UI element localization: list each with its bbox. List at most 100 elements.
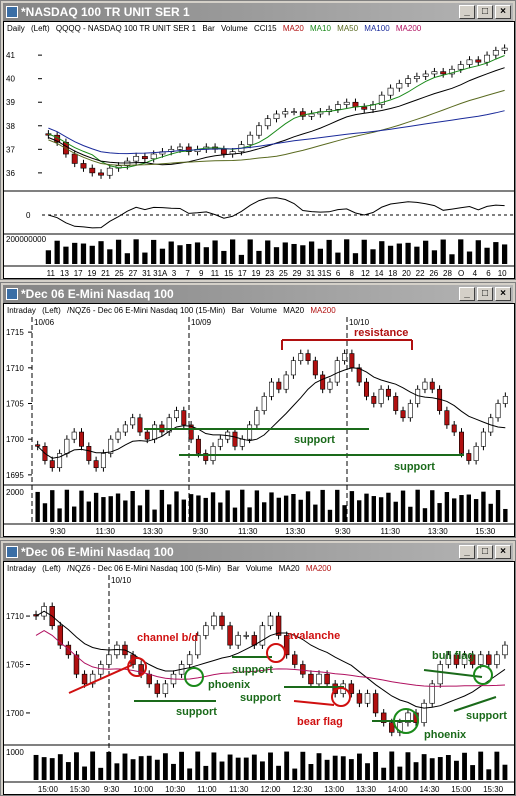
volume-bar xyxy=(305,491,311,522)
volume-bar xyxy=(145,489,150,522)
channel-line xyxy=(68,664,133,694)
volume-bar xyxy=(115,493,121,522)
close-button[interactable]: × xyxy=(495,545,511,559)
window-titlebar[interactable]: *NASDAQ 100 TR UNIT SER 1 _ □ × xyxy=(3,3,513,21)
volume-bar xyxy=(203,497,208,522)
window-titlebar[interactable]: *Dec 06 E-Mini Nasdaq 100 _ □ × xyxy=(3,543,513,561)
volume-bar xyxy=(466,494,471,522)
volume-bar xyxy=(320,489,325,522)
window-titlebar[interactable]: *Dec 06 E-Mini Nasdaq 100 _ □ × xyxy=(3,285,513,303)
candle-body xyxy=(364,693,371,704)
axis-label: (Left) xyxy=(42,306,61,315)
x-tick-label: 13:30 xyxy=(428,527,449,536)
x-tick-label: 20 xyxy=(402,269,411,278)
x-tick-label: 28 xyxy=(443,269,452,278)
volume-bar xyxy=(57,754,63,780)
candle-body xyxy=(453,654,460,665)
x-tick-label: 11:30 xyxy=(229,785,249,794)
candle-body xyxy=(247,424,253,440)
volume-bar xyxy=(300,751,306,780)
ma10-legend: MA10 xyxy=(310,24,331,33)
volume-bar xyxy=(74,752,79,780)
candle-body xyxy=(108,438,114,454)
candle-body xyxy=(211,615,217,627)
volume-bar xyxy=(107,249,113,264)
restore-button[interactable]: □ xyxy=(477,287,493,301)
candle-body xyxy=(444,410,450,426)
volume-bar xyxy=(475,240,481,264)
close-button[interactable]: × xyxy=(495,5,511,19)
x-tick-label: 9:30 xyxy=(335,527,351,536)
y-tick-label: 41 xyxy=(6,51,15,60)
x-tick-label: 12:00 xyxy=(260,785,281,794)
x-tick-label: 23 xyxy=(265,269,274,278)
x-tick-label: 13:30 xyxy=(356,785,377,794)
volume-bar xyxy=(256,250,262,264)
candle-body xyxy=(71,153,78,164)
candle-body xyxy=(275,615,282,636)
volume-bar xyxy=(342,505,347,522)
candle-body xyxy=(154,683,161,694)
candle-body xyxy=(343,101,350,105)
candle-body xyxy=(477,654,484,665)
period-label: Daily xyxy=(7,24,25,33)
volume-bar xyxy=(80,243,87,264)
volume-bar xyxy=(230,239,236,264)
restore-button[interactable]: □ xyxy=(477,545,493,559)
y-tick-label: 36 xyxy=(6,169,15,178)
candle-body xyxy=(256,125,262,136)
volume-bar xyxy=(138,756,144,780)
volume-bar xyxy=(114,763,120,780)
candle-body xyxy=(445,654,452,665)
volume-bar xyxy=(218,502,223,522)
candle-body xyxy=(217,438,223,447)
minimize-button[interactable]: _ xyxy=(459,5,475,19)
volume-bar xyxy=(373,751,379,780)
candle-body xyxy=(152,424,158,440)
chart-pane[interactable]: Daily (Left) QQQQ - NASDAQ 100 TR UNIT S… xyxy=(3,21,515,279)
volume-bar xyxy=(146,755,152,780)
volume-bar xyxy=(386,492,391,522)
volume-bar xyxy=(238,254,245,264)
chart-pane[interactable]: Intraday (Left) /NQZ6 - Dec 06 E-Mini Na… xyxy=(3,561,515,795)
volume-bar xyxy=(211,752,217,780)
y-tick-label: 1710 xyxy=(6,364,24,373)
candle-body xyxy=(364,381,369,397)
x-tick-label: 19 xyxy=(252,269,261,278)
volume-bar xyxy=(123,500,128,522)
volume-bar xyxy=(254,490,260,522)
cci-legend: CCI15 xyxy=(253,24,277,33)
5min-price-chart: 1000 10/10 1700 1705 1710 15:00 15:30 9:30 10:… xyxy=(4,575,514,794)
restore-button[interactable]: □ xyxy=(477,5,493,19)
candle-body xyxy=(283,374,289,390)
minimize-button[interactable]: _ xyxy=(459,287,475,301)
candle-body xyxy=(93,460,99,469)
candle-body xyxy=(451,424,457,433)
ma20-line xyxy=(35,610,506,709)
axis-labels: 1695 1700 1705 1710 1715 9:30 11:30 13:30 9:30 11… xyxy=(6,328,496,536)
support-label: support xyxy=(240,692,281,704)
candle-body xyxy=(457,64,464,70)
ma20-legend: MA20 xyxy=(282,24,304,33)
minimize-button[interactable]: _ xyxy=(459,545,475,559)
x-tick-label: 9:30 xyxy=(192,527,208,536)
volume-bar xyxy=(494,751,500,780)
ma100-legend: MA100 xyxy=(364,24,390,33)
x-tick-label: 13:30 xyxy=(285,527,306,536)
candle-body xyxy=(378,94,385,105)
candle-body xyxy=(396,83,403,89)
ma200-line xyxy=(35,630,506,687)
period-label: Intraday xyxy=(7,564,36,573)
candle-body xyxy=(405,712,411,723)
volume-bar xyxy=(268,752,273,780)
volume-bar xyxy=(130,759,136,780)
volume-bar xyxy=(454,760,459,780)
chart-pane[interactable]: Intraday (Left) /NQZ6 - Dec 06 E-Mini Na… xyxy=(3,303,515,537)
volume-bar xyxy=(332,755,338,780)
bullflag-label: bull flag xyxy=(432,650,474,662)
volume-bar xyxy=(344,239,350,264)
x-tick-label: 25 xyxy=(279,269,288,278)
close-button[interactable]: × xyxy=(495,287,511,301)
resistance-label: resistance xyxy=(354,327,408,339)
